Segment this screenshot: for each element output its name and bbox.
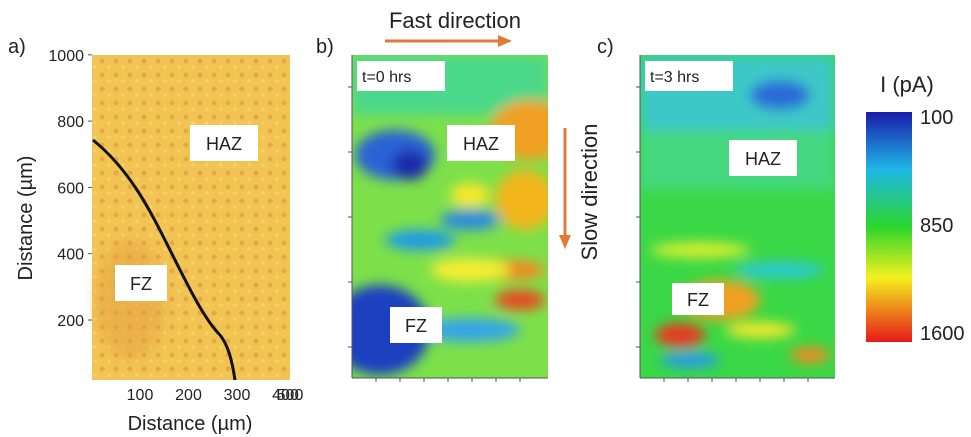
- x-tick-label: 200: [175, 387, 202, 404]
- colorbar-title: I (pA): [880, 72, 934, 97]
- y-tick-label: 400: [57, 247, 84, 264]
- annotation-box: [672, 283, 724, 315]
- x-tick-label: 300: [224, 387, 251, 404]
- annotation-box: [390, 307, 442, 343]
- y-tick-label: 600: [57, 180, 84, 197]
- annotation-box: [115, 265, 167, 301]
- boundary-line: [92, 138, 237, 381]
- panel-label: b): [316, 36, 334, 58]
- panel-label: a): [8, 36, 26, 58]
- current-map: [352, 55, 548, 378]
- current-map: [640, 55, 835, 378]
- annotation-box: [190, 125, 258, 161]
- annotation: FZ: [405, 316, 427, 336]
- annotation: HAZ: [206, 134, 242, 154]
- axis-ticks: [636, 55, 835, 382]
- arrow-head: [498, 35, 512, 47]
- colorbar: [866, 112, 912, 342]
- annotation: FZ: [130, 274, 152, 294]
- annotation: FZ: [687, 290, 709, 310]
- x-tick-label: 400: [272, 387, 299, 404]
- inset-label: t=3 hrs: [650, 69, 699, 86]
- colorbar-tick-label: 100: [920, 107, 953, 129]
- axis-ticks: [348, 55, 548, 382]
- annotation-box: [729, 140, 797, 176]
- colorbar-tick-label: 1600: [920, 323, 965, 345]
- colorbar-tick-label: 850: [920, 215, 953, 237]
- y-tick-label: 200: [57, 313, 84, 330]
- y-axis-label: Distance (µm): [15, 156, 37, 281]
- annotation: HAZ: [463, 134, 499, 154]
- x-tick-label: 500: [277, 387, 304, 404]
- annotation-box: [447, 125, 515, 161]
- inset-label: t=0 hrs: [362, 69, 411, 86]
- inset-box: [357, 61, 445, 91]
- y-tick-label: 800: [57, 114, 84, 131]
- direction-label: Slow direction: [577, 124, 602, 261]
- x-axis-label: Distance (µm): [128, 413, 253, 435]
- annotation: HAZ: [745, 149, 781, 169]
- direction-label: Fast direction: [389, 8, 521, 33]
- panel-label: c): [597, 36, 614, 58]
- arrow-head: [559, 235, 571, 249]
- x-tick-label: 100: [127, 387, 154, 404]
- y-tick-label: 1000: [48, 48, 84, 65]
- inset-box: [645, 61, 733, 91]
